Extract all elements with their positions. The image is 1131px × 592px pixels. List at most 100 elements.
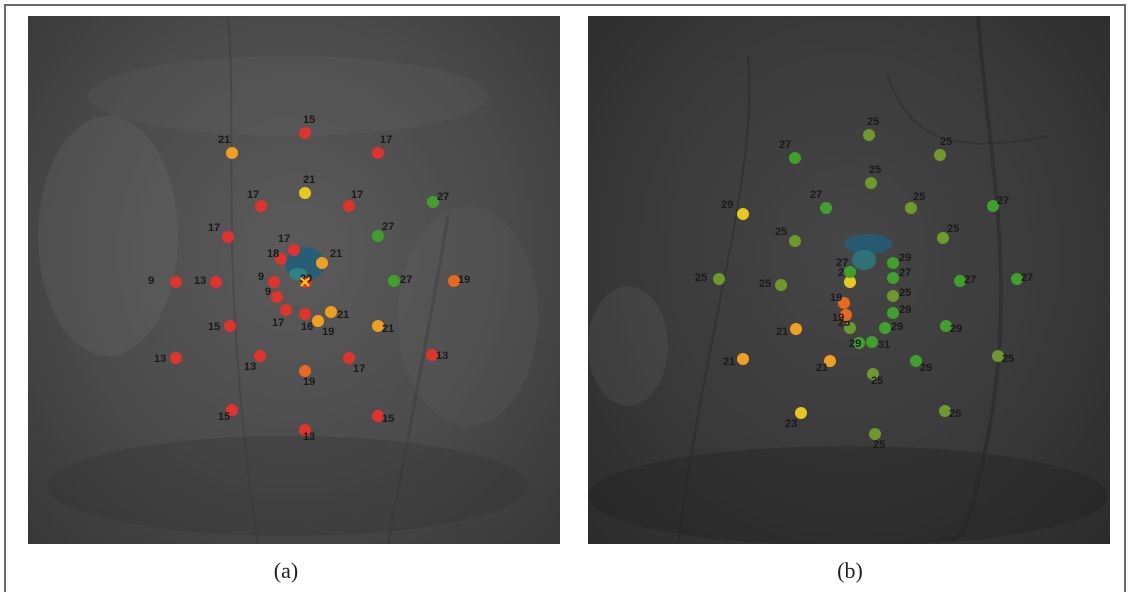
- sensitivity-label: 25: [867, 116, 879, 128]
- fundus-panel-b: 25 25 27 27 25 25 25 23 21 25 27 29 25 25 25 27 29 29 25 21…: [588, 16, 1110, 544]
- stimulus-point: [887, 272, 899, 284]
- stimulus-point: [987, 200, 999, 212]
- sensitivity-label: 9: [258, 271, 264, 283]
- stimulus-point: [316, 257, 328, 269]
- sensitivity-label: 17: [351, 189, 363, 201]
- sensitivity-label: 27: [382, 221, 394, 233]
- caption-b: (b): [837, 558, 863, 583]
- sensitivity-label: 19: [458, 274, 470, 286]
- sensitivity-label: 31: [878, 339, 890, 351]
- sensitivity-label: 19: [830, 292, 842, 304]
- sensitivity-label: 21: [382, 323, 394, 335]
- sensitivity-label: 25: [871, 375, 883, 387]
- sensitivity-label: 19: [303, 376, 315, 388]
- sensitivity-label: 21: [303, 174, 315, 186]
- sensitivity-label: 27: [1021, 272, 1033, 284]
- stimulus-point: [299, 308, 311, 320]
- sensitivity-label: 21: [776, 326, 788, 338]
- stimulus-point: [910, 355, 922, 367]
- stimulus-point: [268, 276, 280, 288]
- fixation-cloud-b: [844, 234, 892, 270]
- stimulus-point: [255, 200, 267, 212]
- fundus-panel-a: 15 17 27 19 13 15 13 15 13 9 21 17 27 27 21 17 19 13 15 13 1…: [28, 16, 560, 544]
- stimulus-point: [372, 147, 384, 159]
- stimulus-point: [879, 322, 891, 334]
- stimulus-point: [288, 244, 300, 256]
- retina-texture-b: [588, 16, 1108, 544]
- sensitivity-label: 13: [303, 431, 315, 443]
- sensitivity-label: 17: [380, 134, 392, 146]
- sensitivity-label: 27: [964, 274, 976, 286]
- sensitivity-label: 20: [300, 273, 312, 285]
- sensitivity-label: 21: [330, 248, 342, 260]
- stimulus-point: [388, 275, 400, 287]
- stimulus-point: [937, 232, 949, 244]
- sensitivity-label: 13: [436, 350, 448, 362]
- stimulus-point: [448, 275, 460, 287]
- stimulus-point: [427, 196, 439, 208]
- stimulus-point: [887, 257, 899, 269]
- sensitivity-label: 29: [899, 304, 911, 316]
- stimulus-point: [343, 200, 355, 212]
- sensitivity-label: 27: [899, 267, 911, 279]
- stimulus-point: [934, 149, 946, 161]
- sensitivity-label: 25: [869, 164, 881, 176]
- sensitivity-label: 25: [695, 272, 707, 284]
- sensitivity-label: 25: [940, 136, 952, 148]
- sensitivity-label: 25: [949, 408, 961, 420]
- stimulus-point: [844, 322, 856, 334]
- sensitivity-label: 15: [382, 413, 394, 425]
- stimulus-point: [299, 127, 311, 139]
- sensitivity-label: 21: [816, 362, 828, 374]
- sensitivity-label: 25: [873, 439, 885, 451]
- stimulus-point: [789, 235, 801, 247]
- stimulus-point: [844, 266, 856, 278]
- stimulus-point: [210, 276, 222, 288]
- stimulus-point: [820, 202, 832, 214]
- stimulus-point: [426, 349, 438, 361]
- stimulus-point: [844, 276, 856, 288]
- sensitivity-label: 17: [353, 363, 365, 375]
- sensitivity-label: 18: [267, 248, 279, 260]
- sensitivity-label: 29: [849, 338, 861, 350]
- microperimetry-map-a: 15 17 27 19 13 15 13 15 13 9 21 17 27 27 21 17 19 13 15 13 1…: [148, 114, 470, 443]
- sensitivity-label: 25: [899, 287, 911, 299]
- stimulus-point: [224, 320, 236, 332]
- stimulus-point: [325, 306, 337, 318]
- sensitivity-label: 25: [1002, 353, 1014, 365]
- sensitivity-label: 9: [148, 275, 154, 287]
- sensitivity-label: 27: [400, 274, 412, 286]
- stimulus-point: [372, 230, 384, 242]
- sensitivity-label: 21: [218, 134, 230, 146]
- sensitivity-label: 29: [721, 199, 733, 211]
- stimulus-point: [254, 350, 266, 362]
- stimulus-point: [992, 350, 1004, 362]
- stimulus-point: [222, 231, 234, 243]
- sensitivity-label: 19: [322, 326, 334, 338]
- stimulus-point: [1011, 273, 1023, 285]
- microperimetry-map-b: 25 25 27 27 25 25 25 23 21 25 27 29 25 25 25 27 29 29 25 21…: [695, 116, 1033, 451]
- stimulus-point: [867, 368, 879, 380]
- sensitivity-label: 16: [301, 321, 313, 333]
- stimulus-point: [887, 290, 899, 302]
- sensitivity-label: 25: [913, 191, 925, 203]
- stimulus-point: [737, 353, 749, 365]
- sensitivity-label: 25: [759, 278, 771, 290]
- stimulus-point: [299, 424, 311, 436]
- sensitivity-label: 25: [947, 223, 959, 235]
- stimulus-point: [869, 428, 881, 440]
- retina-texture-a: [38, 16, 538, 544]
- sensitivity-label: 29: [950, 323, 962, 335]
- sensitivity-label: 27: [810, 189, 822, 201]
- sensitivity-label: 13: [244, 361, 256, 373]
- stimulus-point: [795, 407, 807, 419]
- sensitivity-label: 15: [303, 114, 315, 126]
- sensitivity-label: 27: [779, 139, 791, 151]
- figure-frame: [4, 4, 1126, 592]
- stimulus-point: [275, 253, 287, 265]
- sensitivity-label: 29: [891, 321, 903, 333]
- stimulus-point: [280, 304, 292, 316]
- sensitivity-label: 17: [247, 189, 259, 201]
- sensitivity-label: 13: [154, 353, 166, 365]
- stimulus-point: [170, 276, 182, 288]
